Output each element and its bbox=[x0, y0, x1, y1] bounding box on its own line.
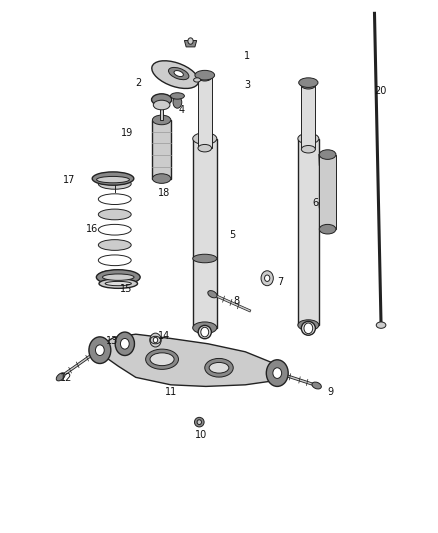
Ellipse shape bbox=[99, 279, 138, 288]
Circle shape bbox=[188, 38, 193, 44]
Ellipse shape bbox=[301, 321, 315, 335]
Ellipse shape bbox=[98, 255, 131, 265]
Ellipse shape bbox=[319, 224, 336, 234]
Polygon shape bbox=[184, 41, 197, 47]
Circle shape bbox=[95, 345, 104, 356]
Ellipse shape bbox=[98, 270, 131, 281]
Bar bbox=[301, 85, 315, 149]
Ellipse shape bbox=[145, 349, 179, 369]
Ellipse shape bbox=[195, 70, 215, 80]
Text: 14: 14 bbox=[158, 331, 170, 341]
Ellipse shape bbox=[98, 194, 131, 205]
Ellipse shape bbox=[299, 78, 318, 87]
Ellipse shape bbox=[198, 325, 211, 339]
Ellipse shape bbox=[197, 420, 201, 424]
Text: 19: 19 bbox=[121, 128, 133, 138]
Polygon shape bbox=[193, 139, 217, 328]
Ellipse shape bbox=[153, 100, 170, 110]
Text: 20: 20 bbox=[374, 86, 386, 95]
Text: 5: 5 bbox=[229, 230, 235, 239]
Text: 3: 3 bbox=[244, 80, 251, 90]
Text: 4: 4 bbox=[179, 106, 185, 115]
Ellipse shape bbox=[92, 172, 134, 185]
Ellipse shape bbox=[98, 209, 131, 220]
Bar bbox=[160, 99, 163, 120]
Text: 18: 18 bbox=[158, 188, 170, 198]
Polygon shape bbox=[152, 120, 171, 179]
Polygon shape bbox=[94, 334, 280, 386]
Text: 9: 9 bbox=[328, 387, 334, 397]
Ellipse shape bbox=[98, 224, 131, 235]
Bar bbox=[319, 155, 336, 229]
Ellipse shape bbox=[174, 70, 184, 77]
Ellipse shape bbox=[98, 179, 131, 189]
Circle shape bbox=[120, 338, 129, 349]
Ellipse shape bbox=[173, 96, 182, 108]
Ellipse shape bbox=[298, 320, 319, 330]
Text: 1: 1 bbox=[244, 51, 251, 61]
Ellipse shape bbox=[198, 74, 212, 81]
Ellipse shape bbox=[312, 382, 321, 389]
Ellipse shape bbox=[208, 290, 217, 298]
Ellipse shape bbox=[301, 82, 315, 89]
Ellipse shape bbox=[96, 176, 130, 183]
Ellipse shape bbox=[98, 240, 131, 251]
Circle shape bbox=[201, 327, 209, 337]
Ellipse shape bbox=[193, 322, 217, 334]
Ellipse shape bbox=[193, 133, 217, 144]
Ellipse shape bbox=[205, 358, 233, 377]
Ellipse shape bbox=[150, 353, 174, 366]
Text: 13: 13 bbox=[106, 336, 118, 346]
Circle shape bbox=[265, 275, 270, 281]
Circle shape bbox=[304, 323, 313, 334]
Ellipse shape bbox=[152, 61, 198, 88]
Polygon shape bbox=[298, 139, 319, 325]
Circle shape bbox=[273, 368, 282, 378]
Ellipse shape bbox=[169, 68, 189, 79]
Ellipse shape bbox=[152, 174, 171, 183]
Ellipse shape bbox=[298, 133, 319, 144]
Circle shape bbox=[115, 332, 134, 356]
Text: 17: 17 bbox=[63, 175, 75, 184]
Ellipse shape bbox=[170, 93, 184, 99]
Ellipse shape bbox=[319, 150, 336, 159]
Ellipse shape bbox=[193, 254, 217, 263]
Text: 11: 11 bbox=[165, 387, 177, 397]
Ellipse shape bbox=[105, 281, 131, 286]
Text: 8: 8 bbox=[233, 296, 240, 306]
Ellipse shape bbox=[152, 115, 171, 125]
Ellipse shape bbox=[198, 144, 212, 152]
Ellipse shape bbox=[209, 362, 229, 373]
Ellipse shape bbox=[194, 78, 201, 82]
Ellipse shape bbox=[152, 94, 172, 106]
Circle shape bbox=[266, 360, 288, 386]
Ellipse shape bbox=[194, 417, 204, 427]
Ellipse shape bbox=[301, 146, 315, 153]
Text: 6: 6 bbox=[312, 198, 318, 207]
Circle shape bbox=[261, 271, 273, 286]
Ellipse shape bbox=[96, 270, 140, 285]
Text: 2: 2 bbox=[135, 78, 141, 87]
Circle shape bbox=[89, 337, 111, 364]
Text: 7: 7 bbox=[277, 278, 283, 287]
Circle shape bbox=[150, 333, 161, 347]
Circle shape bbox=[153, 337, 158, 343]
Text: 15: 15 bbox=[120, 284, 132, 294]
Text: 16: 16 bbox=[86, 224, 98, 234]
Bar bbox=[198, 77, 212, 148]
Ellipse shape bbox=[376, 322, 386, 328]
Ellipse shape bbox=[56, 373, 65, 381]
Text: 10: 10 bbox=[195, 431, 208, 440]
Ellipse shape bbox=[102, 274, 134, 280]
Text: 12: 12 bbox=[60, 374, 72, 383]
